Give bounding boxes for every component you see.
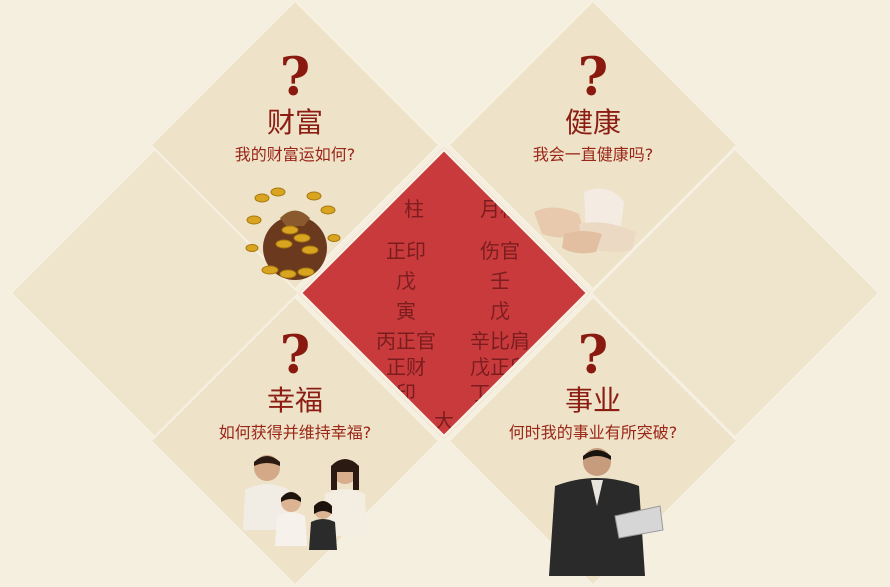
money-bag-icon: [245, 187, 341, 280]
question-mark-icon: ?: [577, 47, 609, 108]
businessman-icon: [549, 448, 664, 576]
health-text: ? 健康 我会一直健康吗?: [443, 52, 743, 164]
wealth-text: ? 财富 我的财富运如何?: [145, 52, 445, 164]
bazi-cell: 壬: [490, 269, 510, 293]
tile-title: 健康: [564, 106, 621, 139]
happiness-text: ? 幸福 如何获得并维持幸福?: [145, 330, 445, 442]
tile-title: 幸福: [266, 384, 323, 417]
tile-subtitle: 我会一直健康吗?: [532, 144, 654, 164]
tile-subtitle: 如何获得并维持幸福?: [218, 422, 372, 442]
question-mark-icon: ?: [279, 47, 311, 108]
bazi-cell: 正印: [386, 239, 426, 263]
career-text: ? 事业 何时我的事业有所突破?: [443, 330, 743, 442]
bazi-cell: 戊: [490, 299, 510, 323]
question-mark-icon: ?: [279, 325, 311, 386]
bazi-cell: 寅: [396, 299, 416, 323]
tile-title: 事业: [564, 384, 621, 417]
question-mark-icon: ?: [577, 325, 609, 386]
bazi-cell: 戊: [396, 269, 416, 293]
woman-sitting-icon: [534, 188, 636, 254]
tile-subtitle: 何时我的事业有所突破?: [508, 422, 678, 442]
tile-title: 财富: [266, 106, 323, 139]
family-photo-icon: [243, 455, 367, 550]
tile-subtitle: 我的财富运如何?: [234, 144, 356, 164]
